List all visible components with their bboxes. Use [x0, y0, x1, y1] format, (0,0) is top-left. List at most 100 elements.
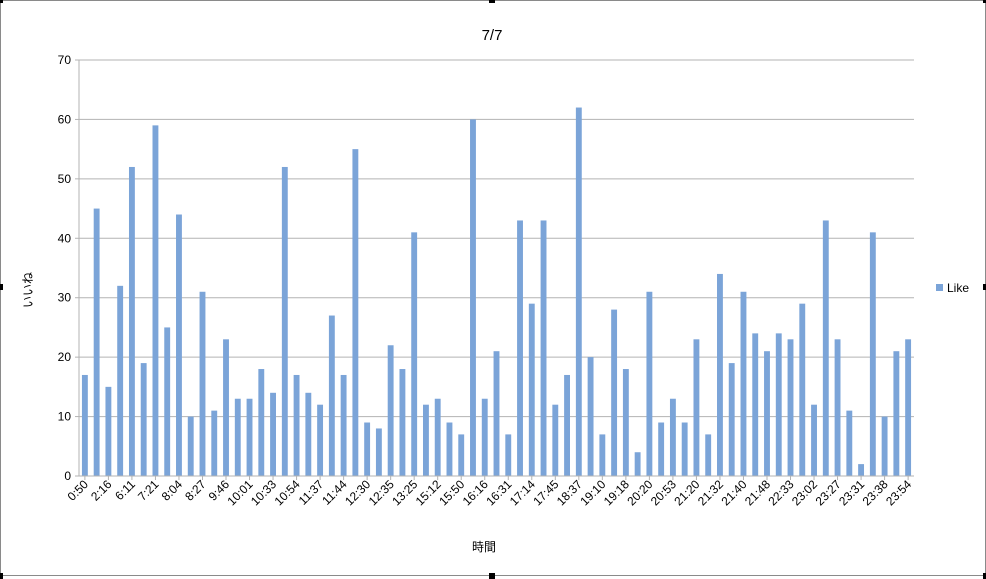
- x-tick-label: 2:16: [88, 477, 115, 504]
- x-tick-label: 12:35: [366, 477, 397, 508]
- legend-swatch: [936, 284, 943, 291]
- bar: [564, 374, 570, 476]
- y-tick-label: 0: [64, 469, 71, 483]
- x-tick-labels: 0:502:166:117:218:048:279:4610:0110:3310…: [65, 476, 914, 508]
- bar: [611, 309, 618, 476]
- bar: [493, 351, 500, 476]
- x-tick-label: 17:45: [530, 477, 561, 508]
- y-tick-label: 60: [58, 112, 72, 126]
- bar: [822, 220, 829, 476]
- bar: [552, 404, 559, 476]
- bar: [128, 166, 135, 476]
- y-tick-labels: 0 10 20 30 40 50 60 70: [58, 53, 79, 483]
- bar: [281, 166, 288, 476]
- bar: [246, 398, 253, 476]
- x-tick-label: 8:04: [159, 477, 186, 504]
- bar: [270, 392, 276, 476]
- chart-title: 7/7: [482, 27, 503, 44]
- resize-handle-top-left[interactable]: [0, 0, 3, 3]
- y-tick-label: 30: [58, 291, 72, 305]
- bar: [317, 404, 324, 476]
- bar: [517, 220, 523, 476]
- bar: [811, 404, 817, 476]
- bar: [528, 303, 535, 476]
- x-tick-label: 22:33: [765, 477, 796, 508]
- bar: [752, 333, 759, 476]
- y-tick-label: 10: [58, 410, 72, 424]
- x-tick-label: 18:37: [554, 477, 585, 508]
- y-tick-label: 70: [58, 53, 72, 67]
- bar: [693, 339, 700, 476]
- x-tick-label: 10:01: [224, 477, 255, 508]
- bar: [152, 125, 159, 477]
- bar: [81, 374, 88, 476]
- bar: [622, 369, 629, 476]
- x-tick-label: 21:20: [671, 477, 702, 508]
- resize-handle-middle-right[interactable]: [983, 284, 986, 290]
- bar: [305, 392, 312, 476]
- bars: [81, 107, 912, 477]
- x-tick-label: 17:14: [507, 477, 538, 508]
- resize-handle-top-center[interactable]: [489, 0, 495, 3]
- x-tick-label: 12:30: [342, 477, 373, 508]
- bar: [93, 208, 100, 476]
- bar: [587, 357, 594, 476]
- bar: [846, 410, 853, 476]
- bar: [458, 434, 465, 476]
- bar: [446, 422, 453, 476]
- bar: [599, 434, 606, 476]
- bar: [834, 339, 841, 476]
- x-tick-label: 7:21: [135, 477, 162, 504]
- y-tick-label: 20: [58, 350, 72, 364]
- x-tick-label: 21:48: [742, 477, 773, 508]
- bar: [705, 434, 712, 476]
- x-tick-label: 20:20: [624, 477, 655, 508]
- bar: [140, 363, 147, 476]
- resize-handle-top-right[interactable]: [983, 0, 986, 3]
- x-tick-label: 23:31: [836, 477, 867, 508]
- bar: [669, 398, 676, 476]
- bar: [764, 351, 770, 476]
- bar: [105, 386, 112, 476]
- bar: [634, 452, 641, 476]
- legend: Like: [936, 281, 969, 295]
- x-tick-label: 10:33: [248, 477, 279, 508]
- x-tick-label: 19:18: [601, 477, 632, 508]
- x-tick-label: 8:27: [182, 477, 209, 504]
- bar: [717, 273, 723, 476]
- y-tick-label: 50: [58, 172, 72, 186]
- x-tick-label: 21:32: [695, 477, 726, 508]
- bar: [799, 303, 806, 476]
- x-tick-label: 20:53: [648, 477, 679, 508]
- x-tick-label: 13:25: [389, 477, 420, 508]
- x-tick-label: 11:44: [319, 477, 350, 508]
- bar: [505, 434, 512, 476]
- bar: [681, 422, 688, 476]
- x-tick-label: 16:31: [483, 477, 514, 508]
- bar: [223, 339, 229, 476]
- x-tick-label: 11:37: [296, 477, 327, 508]
- y-tick-label: 40: [58, 231, 72, 245]
- bar: [575, 107, 582, 476]
- bar: [658, 422, 665, 476]
- x-tick-label: 10:54: [272, 477, 303, 508]
- x-tick-label: 19:10: [577, 477, 608, 508]
- bar: [211, 410, 218, 476]
- x-tick-label: 15:12: [413, 477, 444, 508]
- bar: [199, 291, 206, 476]
- x-axis-label: 時間: [472, 540, 496, 554]
- x-tick-label: 23:38: [860, 477, 891, 508]
- bar: [728, 363, 735, 476]
- bar: [858, 464, 865, 476]
- bar: [176, 214, 182, 476]
- bar: [117, 285, 124, 476]
- bar: [905, 339, 912, 476]
- x-tick-label: 23:02: [789, 477, 820, 508]
- bar: [775, 333, 782, 476]
- x-tick-label: 23:54: [883, 477, 914, 508]
- x-tick-label: 15:50: [436, 477, 467, 508]
- bar: [293, 374, 300, 476]
- resize-handle-middle-left[interactable]: [0, 284, 3, 290]
